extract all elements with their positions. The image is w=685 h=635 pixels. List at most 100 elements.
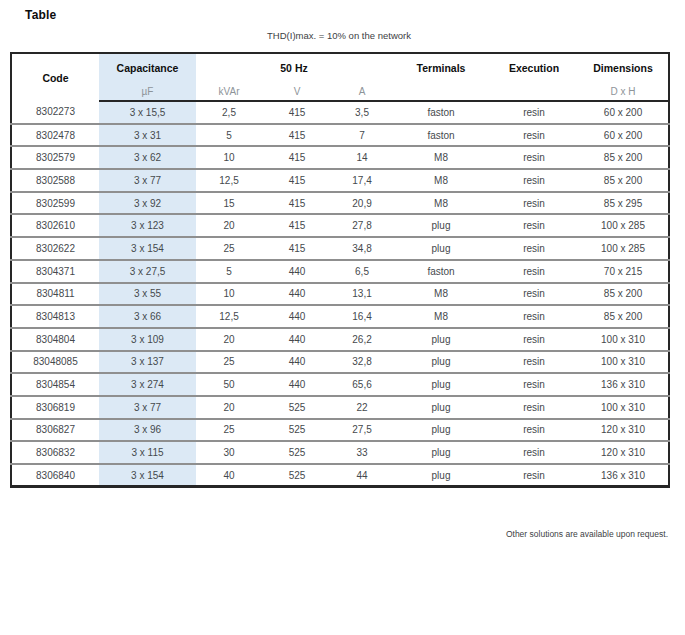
table-row: 83024783 x 3154157fastonresin60 x 200: [11, 124, 669, 147]
cell-capacitance: 3 x 15,5: [99, 101, 196, 124]
cell-capacitance: 3 x 27,5: [99, 260, 196, 283]
header-frequency: 50 Hz: [196, 53, 392, 82]
cell-a: 6,5: [332, 260, 392, 283]
table-header: Code Capacitance 50 Hz Terminals Executi…: [11, 53, 669, 101]
cell-execution: resin: [490, 192, 578, 215]
cell-kvar: 10: [196, 146, 262, 169]
cell-capacitance: 3 x 154: [99, 464, 196, 487]
header-dimensions: Dimensions: [578, 53, 669, 82]
table-row: 83025993 x 921541520,9M8resin85 x 295: [11, 192, 669, 215]
table-row: 83025883 x 7712,541517,4M8resin85 x 200: [11, 169, 669, 192]
cell-a: 20,9: [332, 192, 392, 215]
cell-terminals: plug: [392, 419, 490, 442]
table-row: 83048113 x 551044013,1M8resin85 x 200: [11, 283, 669, 306]
cell-v: 525: [262, 419, 332, 442]
cell-v: 440: [262, 351, 332, 374]
subheader-v: V: [262, 82, 332, 101]
cell-v: 415: [262, 192, 332, 215]
cell-execution: resin: [490, 441, 578, 464]
cell-dimensions: 100 x 285: [578, 214, 669, 237]
cell-kvar: 25: [196, 419, 262, 442]
cell-code: 8306819: [11, 396, 99, 419]
cell-dimensions: 136 x 310: [578, 373, 669, 396]
cell-execution: resin: [490, 101, 578, 124]
cell-execution: resin: [490, 305, 578, 328]
header-execution: Execution: [490, 53, 578, 82]
cell-terminals: faston: [392, 101, 490, 124]
cell-terminals: M8: [392, 305, 490, 328]
table-row: 83048543 x 2745044065,6plugresin136 x 31…: [11, 373, 669, 396]
cell-v: 415: [262, 237, 332, 260]
cell-a: 27,8: [332, 214, 392, 237]
cell-code: 8302588: [11, 169, 99, 192]
cell-v: 415: [262, 101, 332, 124]
subheader-dxh: D x H: [578, 82, 669, 101]
cell-execution: resin: [490, 419, 578, 442]
cell-terminals: plug: [392, 373, 490, 396]
cell-a: 65,6: [332, 373, 392, 396]
cell-v: 415: [262, 146, 332, 169]
thd-note: THD(I)max. = 10% on the network: [10, 30, 668, 41]
cell-code: 8304811: [11, 283, 99, 306]
cell-kvar: 5: [196, 260, 262, 283]
cell-execution: resin: [490, 146, 578, 169]
cell-a: 33: [332, 441, 392, 464]
cell-code: 8302610: [11, 214, 99, 237]
subheader-a: A: [332, 82, 392, 101]
cell-dimensions: 85 x 200: [578, 305, 669, 328]
subheader-execution-empty: [490, 82, 578, 101]
cell-terminals: plug: [392, 441, 490, 464]
cell-dimensions: 120 x 310: [578, 441, 669, 464]
cell-a: 26,2: [332, 328, 392, 351]
cell-code: 8304371: [11, 260, 99, 283]
cell-code: 8306832: [11, 441, 99, 464]
subheader-terminals-empty: [392, 82, 490, 101]
header-capacitance: Capacitance: [99, 53, 196, 82]
cell-kvar: 25: [196, 351, 262, 374]
cell-dimensions: 85 x 200: [578, 146, 669, 169]
cell-code: 83048085: [11, 351, 99, 374]
cell-capacitance: 3 x 154: [99, 237, 196, 260]
table-row: 830480853 x 1372544032,8plugresin100 x 3…: [11, 351, 669, 374]
cell-a: 27,5: [332, 419, 392, 442]
table-row: 83026223 x 1542541534,8plugresin100 x 28…: [11, 237, 669, 260]
cell-terminals: M8: [392, 169, 490, 192]
cell-kvar: 25: [196, 237, 262, 260]
cell-kvar: 15: [196, 192, 262, 215]
cell-code: 8306827: [11, 419, 99, 442]
table-body: 83022733 x 15,52,54153,5fastonresin60 x …: [11, 101, 669, 487]
header-code: Code: [11, 53, 99, 101]
cell-v: 415: [262, 214, 332, 237]
cell-terminals: M8: [392, 283, 490, 306]
cell-kvar: 40: [196, 464, 262, 487]
cell-terminals: M8: [392, 192, 490, 215]
cell-kvar: 20: [196, 396, 262, 419]
cell-terminals: plug: [392, 214, 490, 237]
cell-execution: resin: [490, 464, 578, 487]
subheader-kvar: kVAr: [196, 82, 262, 101]
capacitor-spec-table: Code Capacitance 50 Hz Terminals Executi…: [10, 52, 670, 488]
cell-v: 525: [262, 441, 332, 464]
footnote: Other solutions are available upon reque…: [10, 529, 668, 539]
cell-terminals: plug: [392, 464, 490, 487]
cell-capacitance: 3 x 77: [99, 396, 196, 419]
cell-capacitance: 3 x 92: [99, 192, 196, 215]
cell-a: 17,4: [332, 169, 392, 192]
cell-a: 44: [332, 464, 392, 487]
table-row: 83048043 x 1092044026,2plugresin100 x 31…: [11, 328, 669, 351]
page-title: Table: [25, 8, 56, 22]
cell-a: 3,5: [332, 101, 392, 124]
table-row: 83043713 x 27,554406,5fastonresin70 x 21…: [11, 260, 669, 283]
cell-code: 8302478: [11, 124, 99, 147]
cell-a: 34,8: [332, 237, 392, 260]
cell-a: 16,4: [332, 305, 392, 328]
table-row: 83068193 x 772052522plugresin100 x 310: [11, 396, 669, 419]
cell-code: 8302273: [11, 101, 99, 124]
cell-dimensions: 60 x 200: [578, 101, 669, 124]
cell-execution: resin: [490, 237, 578, 260]
cell-v: 440: [262, 260, 332, 283]
cell-execution: resin: [490, 328, 578, 351]
cell-v: 440: [262, 373, 332, 396]
cell-dimensions: 70 x 215: [578, 260, 669, 283]
cell-code: 8304854: [11, 373, 99, 396]
